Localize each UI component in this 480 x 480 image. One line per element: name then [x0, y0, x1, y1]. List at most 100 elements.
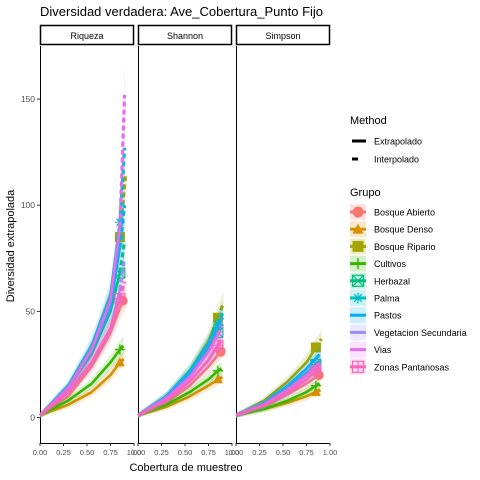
series-line-extrapolated	[118, 281, 127, 300]
legend-label: Bosque Abierto	[374, 208, 435, 218]
series-line-interpolated	[39, 348, 121, 417]
series-riqueza-vias	[39, 63, 127, 418]
series-line-extrapolated	[216, 316, 224, 328]
y-tick-label: 150	[21, 94, 35, 104]
legend-group-title: Grupo	[350, 187, 381, 199]
data-point	[310, 365, 322, 377]
series-line-extrapolated	[118, 94, 127, 227]
confidence-band	[40, 183, 125, 418]
series-line-extrapolated	[216, 338, 224, 347]
confidence-band	[138, 315, 223, 418]
data-point	[310, 342, 321, 353]
legend-group-zonas-pantanosas: Zonas Pantanosas	[350, 358, 450, 375]
x-tick-label: 0.50	[178, 448, 193, 457]
y-axis-label: Diversidad extrapolada	[5, 189, 17, 302]
legend: Method Extrapolado Interpolado Grupo Bosq…	[350, 115, 467, 375]
x-tick-label: 0.25	[56, 448, 71, 457]
legend-method-extrapolado: Extrapolado	[352, 137, 422, 147]
x-tick-label: 0.00	[229, 448, 244, 457]
x-tick-label: 0.50	[276, 448, 291, 457]
confidence-band	[138, 329, 223, 418]
legend-method-items: Extrapolado Interpolado	[352, 137, 422, 165]
panel-simpson	[235, 46, 330, 444]
series-shannon-zonas-pantanosas	[137, 329, 224, 418]
legend-group-bosque-ripario: Bosque Ripario	[350, 238, 436, 255]
legend-group-pastos: Pastos	[350, 307, 402, 324]
data-point	[114, 293, 126, 305]
series-line-interpolated	[39, 226, 122, 417]
x-tick-label: 0.75	[201, 448, 216, 457]
legend-label: Vegetacion Secundaria	[374, 328, 467, 338]
series-line-interpolated	[137, 378, 219, 417]
series-line-interpolated	[235, 369, 317, 417]
y-tick-label: 0	[30, 413, 35, 423]
series-line-interpolated	[39, 298, 122, 417]
series-line-extrapolated	[118, 258, 127, 291]
legend-group-bosque-denso: Bosque Denso	[350, 221, 433, 238]
confidence-band	[40, 63, 125, 418]
legend-label: Interpolado	[374, 155, 419, 165]
legend-label: Vias	[374, 345, 392, 355]
legend-label: Bosque Ripario	[374, 242, 436, 252]
x-tick-label: 0.00	[33, 448, 48, 457]
legend-label: Herbazal	[374, 276, 410, 286]
series-line-interpolated	[235, 357, 317, 417]
legend-group-vegetacion-secundaria: Vegetacion Secundaria	[350, 324, 467, 341]
confidence-band	[40, 121, 125, 418]
series-line-interpolated	[137, 344, 219, 417]
legend-key-shape	[351, 274, 365, 287]
x-tick-label: 0.75	[103, 448, 118, 457]
series-line-extrapolated	[118, 205, 127, 248]
x-axis-label: Cobertura de muestreo	[129, 462, 242, 474]
data-point	[310, 387, 321, 397]
legend-label: Cultivos	[374, 259, 407, 269]
x-tick-label: 1.00	[127, 448, 142, 457]
x-tick-label: 0.75	[299, 448, 314, 457]
data-point	[212, 374, 223, 384]
legend-label: Palma	[374, 294, 400, 304]
data-point	[212, 312, 223, 323]
legend-key-shape	[352, 292, 364, 304]
x-tick-label: 0.25	[154, 448, 169, 457]
y-tick-label: 50	[26, 306, 36, 316]
confidence-band	[138, 313, 223, 418]
data-point	[114, 344, 125, 355]
series-line-interpolated	[39, 361, 121, 417]
facet-panels	[39, 46, 330, 444]
legend-method-title: Method	[350, 115, 387, 127]
series-riqueza-zonas-pantanosas	[39, 267, 127, 418]
legend-group-palma: Palma	[350, 290, 400, 306]
legend-group-cultivos: Cultivos	[350, 255, 407, 272]
facet-strips: Riqueza Shannon Simpson	[39, 24, 331, 46]
legend-group-vias: Vias	[350, 341, 392, 358]
confidence-band	[236, 329, 322, 418]
legend-key-shape	[352, 258, 364, 270]
series-line-interpolated	[137, 369, 219, 417]
x-tick-label: 1.00	[323, 448, 338, 457]
legend-label: Pastos	[374, 311, 402, 321]
data-point	[212, 339, 224, 351]
legend-key-shape	[352, 223, 364, 234]
legend-key-shape	[352, 240, 364, 252]
series-simpson-zonas-pantanosas	[235, 359, 322, 418]
legend-group-bosque-abierto: Bosque Abierto	[350, 204, 435, 220]
y-tick-label: 100	[21, 200, 35, 210]
panel-shannon	[137, 46, 232, 444]
facet-strip-riqueza	[39, 24, 135, 46]
legend-label: Zonas Pantanosas	[374, 362, 450, 372]
panel-riqueza	[39, 46, 134, 444]
data-point	[310, 380, 321, 391]
facet-label-shannon: Shannon	[167, 31, 203, 41]
series-line-extrapolated	[314, 352, 322, 360]
series-line-extrapolated	[216, 325, 224, 336]
confidence-band	[40, 267, 125, 418]
series-simpson-pastos	[235, 345, 322, 418]
legend-key-shape	[351, 360, 365, 373]
x-tick-label: 1.00	[225, 448, 240, 457]
x-axis: 0.00 0.25 0.50 0.75 1.000.00 0.25 0.50 0.75 1.00…	[33, 443, 338, 457]
legend-key-shape	[352, 206, 364, 218]
legend-group-herbazal: Herbazal	[350, 272, 410, 289]
x-tick-label: 0.25	[252, 448, 267, 457]
data-point	[212, 365, 223, 376]
legend-group-items: Bosque Abierto Bosque Denso Bosque Ripario…	[350, 204, 467, 375]
